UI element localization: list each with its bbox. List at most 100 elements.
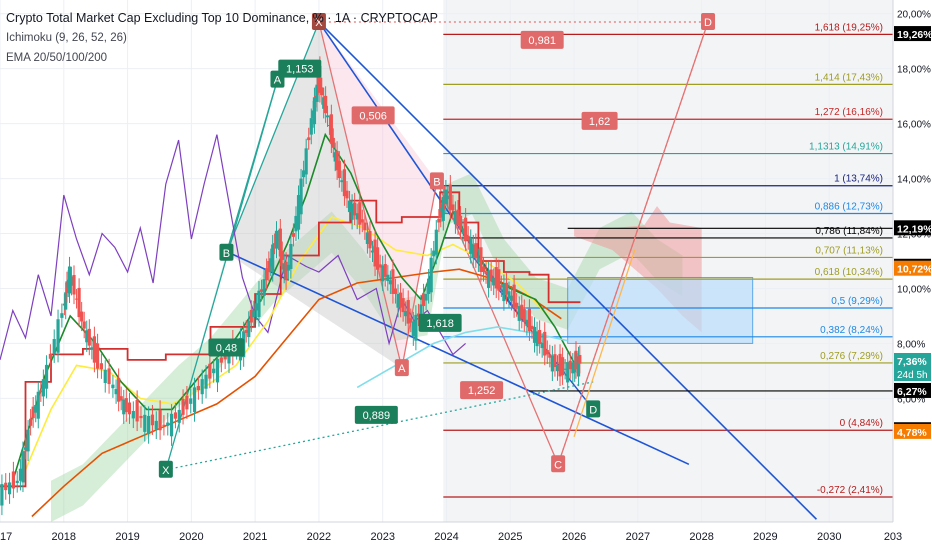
candle-body — [337, 160, 341, 179]
candle-body — [204, 374, 208, 389]
candle-body — [150, 414, 155, 426]
candle-body — [548, 354, 552, 358]
candle-body — [568, 360, 572, 370]
price-tag-label: 6,27% — [897, 386, 927, 398]
ratio-box[interactable] — [418, 313, 462, 332]
candle-body — [215, 358, 220, 383]
time-axis[interactable] — [0, 522, 932, 550]
price-tag-label: 4,78% — [897, 427, 927, 439]
price-tag-label: 7,36% — [897, 356, 927, 368]
pattern-point-box[interactable] — [158, 460, 173, 478]
candle-body — [276, 239, 281, 241]
trendline-long[interactable] — [318, 21, 818, 520]
candle-body — [7, 482, 12, 495]
candle-body — [324, 95, 328, 114]
candle-body — [492, 278, 496, 286]
candle-body — [383, 264, 387, 277]
price-tag[interactable] — [894, 26, 931, 42]
candle-body — [481, 266, 486, 272]
candle-body — [538, 329, 542, 344]
candle-body — [122, 399, 126, 415]
candle-body — [509, 295, 514, 301]
candle-body — [464, 217, 468, 242]
pattern-point-box[interactable] — [219, 243, 234, 261]
price-tag[interactable] — [894, 382, 931, 398]
candle-body — [456, 209, 460, 226]
ratio-box[interactable] — [581, 111, 618, 130]
candle-body — [4, 482, 8, 491]
candle-body — [427, 278, 431, 294]
candle-body — [307, 137, 311, 141]
pattern-point-box[interactable] — [311, 12, 326, 30]
ratio-box[interactable] — [460, 381, 504, 400]
fib-level-label: 1 (13,74%) — [834, 174, 883, 185]
x-tick-label: 2023 — [370, 531, 394, 543]
pattern-point-box[interactable] — [586, 400, 601, 418]
candle-body — [286, 264, 290, 271]
candle-body — [484, 271, 488, 275]
pattern-point-label: A — [274, 75, 282, 87]
candle-body — [36, 391, 40, 419]
ratio-label: 1,252 — [468, 385, 496, 397]
candle-body — [494, 267, 498, 289]
candle-body — [411, 321, 415, 337]
candle-body — [208, 363, 212, 379]
candle-body — [329, 114, 333, 144]
price-tag[interactable] — [894, 220, 931, 236]
ema-line — [31, 268, 562, 518]
trendline-lower[interactable] — [222, 249, 690, 466]
x-tick-label: 2028 — [689, 531, 713, 543]
price-tag[interactable] — [894, 260, 931, 276]
candle-body — [448, 184, 452, 210]
fib-level-label: 0,707 (11,13%) — [815, 245, 883, 256]
price-tag-label: 12,19% — [897, 223, 932, 235]
candle-body — [378, 264, 382, 268]
y-tick-label: 10,00% — [897, 284, 931, 295]
price-tag[interactable] — [894, 423, 931, 439]
pattern-point-box[interactable] — [701, 12, 716, 30]
candle-body — [404, 311, 408, 317]
candle-body — [522, 309, 526, 322]
x-tick-label: 2019 — [115, 531, 139, 543]
candle-body — [434, 229, 438, 255]
candle-body — [451, 204, 455, 211]
x-tick-label: 2021 — [243, 531, 267, 543]
candle-body — [401, 298, 405, 313]
symbol-title[interactable]: Crypto Total Market Cap Excluding Top 10… — [6, 11, 438, 25]
pattern-point-label: D — [589, 404, 597, 416]
pattern-point-box[interactable] — [551, 455, 566, 473]
candle-body — [192, 387, 197, 413]
x-tick-label: 2025 — [498, 531, 522, 543]
ichimoku-legend[interactable]: Ichimoku (9, 26, 52, 26) — [6, 32, 127, 44]
ratio-box[interactable] — [208, 338, 245, 357]
candle-body — [489, 269, 493, 282]
ratio-box[interactable] — [278, 59, 322, 78]
candle-body — [333, 152, 337, 162]
target-zone-box[interactable] — [567, 276, 754, 344]
ratio-box[interactable] — [354, 405, 398, 424]
candle-body — [553, 354, 557, 368]
ratio-box[interactable] — [520, 30, 564, 49]
candle-body — [471, 244, 475, 259]
ema-legend[interactable]: EMA 20/50/100/200 — [6, 52, 108, 64]
candle-body — [429, 257, 433, 293]
candle-body — [335, 150, 339, 171]
candle-body — [432, 250, 436, 257]
ratio-box[interactable] — [351, 106, 395, 125]
candle-body — [388, 280, 392, 285]
candle-body — [212, 368, 216, 374]
candle-body — [80, 311, 84, 322]
pattern-point-box[interactable] — [429, 172, 444, 190]
pattern-point-label: D — [704, 17, 712, 29]
pattern-point-box[interactable] — [394, 359, 409, 377]
candle-body — [90, 347, 94, 350]
candle-body — [476, 258, 480, 263]
candle-body — [421, 293, 426, 307]
fib-level-label: 0,618 (10,34%) — [815, 267, 883, 278]
candle-body — [267, 261, 271, 272]
candle-body — [535, 331, 539, 347]
candle-body — [444, 189, 448, 205]
projection-orange — [573, 249, 636, 438]
price-tag[interactable] — [894, 353, 931, 382]
